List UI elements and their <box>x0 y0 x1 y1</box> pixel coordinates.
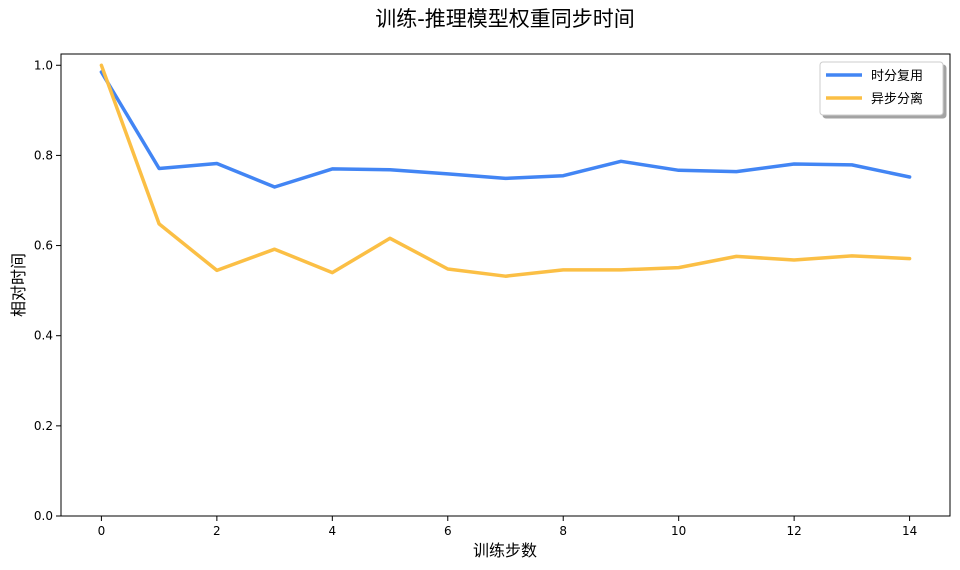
x-tick-label: 10 <box>671 524 686 538</box>
legend-label-0: 时分复用 <box>871 69 923 84</box>
legend-label-1: 异步分离 <box>871 91 923 107</box>
x-tick-label: 0 <box>98 524 106 538</box>
series-line-0 <box>99 70 912 189</box>
x-tick-label: 14 <box>902 524 917 538</box>
y-tick-label: 0.6 <box>34 239 53 253</box>
series-line-1 <box>99 63 912 278</box>
plot-area: 0 2 4 6 8 10 12 14 0.0 0.2 0.4 0.6 0.8 1.0 <box>34 53 951 538</box>
x-tick-label: 12 <box>786 524 801 538</box>
y-axis-label: 相对时间 <box>9 253 28 317</box>
x-axis-label: 训练步数 <box>473 541 537 560</box>
y-tick-label: 0.8 <box>34 148 53 162</box>
x-tick-label: 2 <box>213 524 221 538</box>
y-tick-label: 1.0 <box>34 58 53 72</box>
y-tick-label: 0.0 <box>34 509 53 523</box>
chart-title: 训练-推理模型权重同步时间 <box>375 7 635 31</box>
plot-frame <box>60 53 951 517</box>
x-tick-label: 6 <box>444 524 452 538</box>
y-tick-label: 0.4 <box>34 329 53 343</box>
x-tick-label: 8 <box>559 524 567 538</box>
x-tick-label: 4 <box>328 524 336 538</box>
y-tick-label: 0.2 <box>34 419 53 433</box>
